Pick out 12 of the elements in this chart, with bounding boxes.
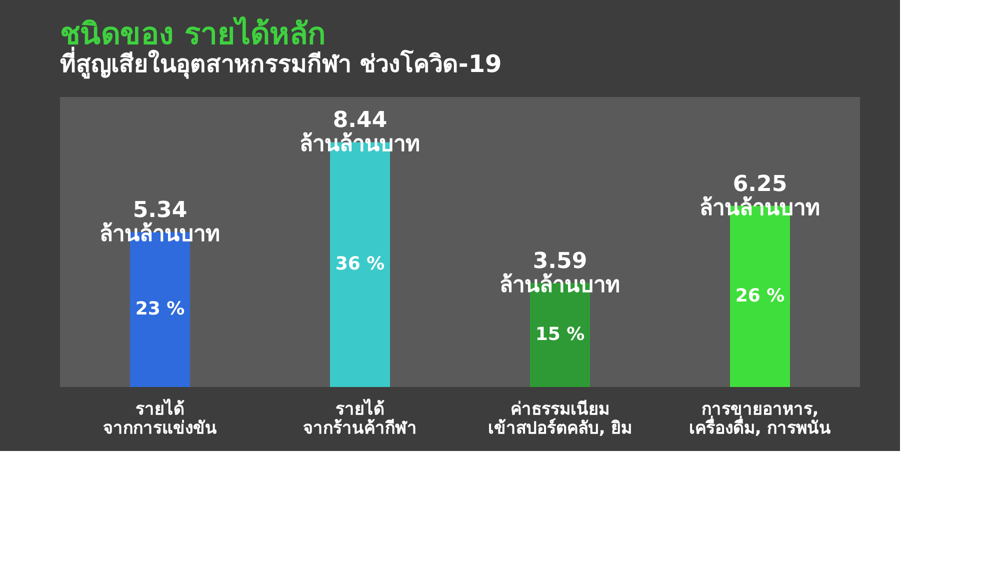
x-tick-label: รายได้ จากร้านค้ากีฬา	[303, 398, 417, 438]
annotation: 36 %	[335, 254, 385, 275]
annotation: 15 %	[535, 324, 585, 345]
x-tick-label: การขายอาหาร, เครื่องดื่ม, การพนัน	[688, 400, 832, 438]
annotation: 23 %	[135, 298, 185, 320]
data-label: 8.44 ล้านล้านบาท	[300, 108, 420, 158]
data-label: 6.25 ล้านล้านบาท	[700, 172, 820, 221]
data-label: 5.34 ล้านล้านบาท	[100, 198, 220, 248]
x-tick-label: ค่าธรรมเนียม เข้าสปอร์ตคลับ, ยิม	[488, 398, 632, 438]
annotation: 26 %	[735, 285, 785, 306]
data-label: 3.59 ล้านล้านบาท	[500, 248, 620, 298]
x-tick-label: รายได้ จากการแข่งขัน	[103, 398, 217, 438]
